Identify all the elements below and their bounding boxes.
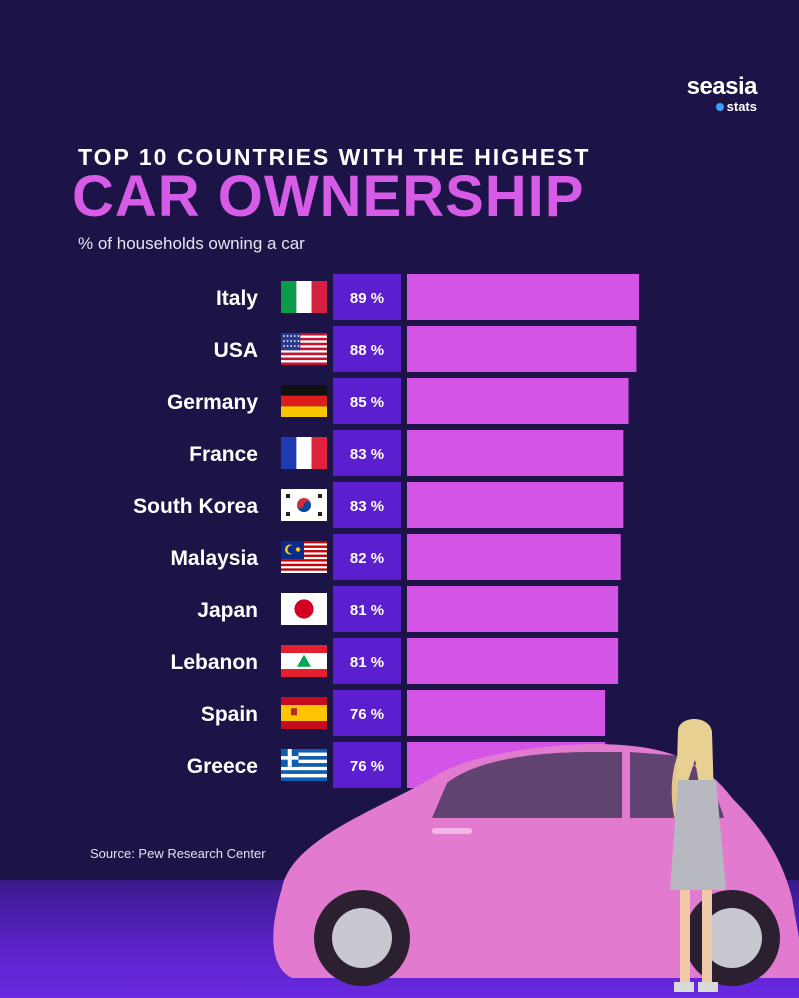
data-label: 88 % [350,342,384,359]
brand-sub: stats [687,100,757,114]
value-label-box [333,326,401,372]
value-label-box [333,430,401,476]
flag-lebanon-icon [281,645,327,677]
flag-germany-icon [281,385,327,417]
data-label: 83 % [350,498,384,515]
flag-italy-icon [281,281,327,313]
category-label: France [189,443,258,466]
data-label: 81 % [350,602,384,619]
bar [407,378,629,424]
flag-usa-icon [281,333,327,365]
data-label: 82 % [350,550,384,567]
chart-title: CAR OWNERSHIP [72,164,585,229]
bar [407,274,639,320]
data-label: 76 % [350,706,384,723]
bar [407,534,621,580]
source-note: Source: Pew Research Center [90,846,266,861]
flag-spain-icon [281,697,327,729]
value-label-box [333,482,401,528]
category-label: Germany [167,391,258,414]
category-label: Japan [197,599,258,622]
value-label-box [333,690,401,736]
category-label: Italy [216,287,258,310]
flag-france-icon [281,437,327,469]
data-label: 76 % [350,758,384,775]
data-label: 83 % [350,446,384,463]
category-label: South Korea [133,495,258,518]
brand-logo: seasia stats [686,73,758,114]
category-label: Spain [201,703,258,726]
data-label: 85 % [350,394,384,411]
value-label-box [333,274,401,320]
category-label: Lebanon [171,651,259,674]
bar [407,326,637,372]
category-label: USA [214,339,258,362]
value-label-box [333,534,401,580]
brand-name: seasia [686,73,758,100]
brand-sub-label: stats [726,99,757,114]
flag-malaysia-icon [281,541,327,573]
bar [407,430,624,476]
flag-greece-icon [281,749,327,781]
woman-figure-icon [670,718,726,992]
category-label: Greece [187,755,258,778]
flag-south-korea-icon [281,489,327,521]
bar [407,482,624,528]
value-label-box [333,378,401,424]
value-label-box [333,586,401,632]
data-label: 89 % [350,290,384,307]
bar [407,690,606,736]
category-label: Malaysia [170,547,258,570]
pink-car-icon [273,744,799,986]
chart-kicker: TOP 10 COUNTRIES WITH THE HIGHEST [78,144,591,170]
value-label-box [333,742,401,788]
chart-description: % of households owning a car [78,234,305,253]
bar [407,586,619,632]
bar [407,638,619,684]
brand-dot-icon [715,103,724,111]
value-label-box [333,638,401,684]
flag-japan-icon [281,593,327,625]
data-label: 81 % [350,654,384,671]
